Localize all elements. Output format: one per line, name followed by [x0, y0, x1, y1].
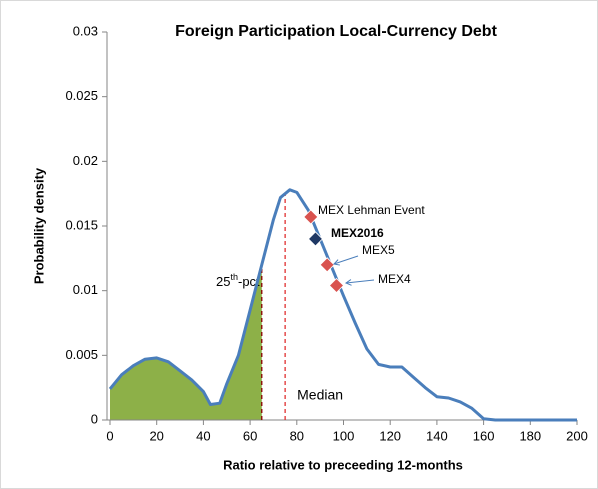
data-point	[307, 231, 324, 247]
annotation-arrow	[333, 255, 359, 265]
shaded-area	[110, 264, 262, 420]
density-line	[108, 188, 577, 422]
point-label: MEX4	[378, 272, 411, 286]
y-tick-label: 0.005	[65, 347, 98, 362]
annotation-arrow	[345, 279, 375, 284]
percentile-label: 25th-pct	[216, 272, 260, 289]
median-label: Median	[297, 387, 343, 403]
percentile-label-part: 25	[216, 274, 230, 289]
percentile-label-part: th	[230, 272, 238, 282]
percentile-label-part: -pct	[238, 274, 260, 289]
annotation-arrowhead	[344, 279, 352, 286]
y-tick-label: 0.015	[65, 217, 98, 232]
x-tick-label: 80	[290, 428, 304, 443]
point-label: MEX5	[362, 243, 395, 257]
x-tick-label: 120	[379, 428, 401, 443]
x-tick-label: 60	[243, 428, 257, 443]
y-tick-label: 0.01	[73, 282, 98, 297]
y-tick-label: 0.025	[65, 88, 98, 103]
point-label: MEX Lehman Event	[318, 203, 425, 217]
x-tick-label: 200	[566, 428, 588, 443]
annotation-arrowhead	[333, 259, 340, 266]
y-tick-label: 0	[91, 411, 98, 426]
x-axis-label: Ratio relative to preceeding 12-months	[223, 457, 463, 472]
data-point	[328, 277, 345, 294]
point-label: MEX2016	[331, 226, 384, 240]
y-axis-label: Probability density	[31, 167, 46, 284]
x-tick-label: 40	[196, 428, 210, 443]
x-tick-label: 180	[519, 428, 541, 443]
y-tick-label: 0.03	[73, 23, 98, 38]
y-tick-label: 0.02	[73, 153, 98, 168]
x-tick-label: 20	[149, 428, 163, 443]
chart-title: Foreign Participation Local-Currency Deb…	[175, 23, 498, 40]
x-tick-label: 160	[473, 428, 495, 443]
x-tick-label: 140	[426, 428, 448, 443]
data-point	[303, 209, 319, 225]
x-tick-label: 0	[106, 428, 113, 443]
data-point	[319, 257, 335, 273]
x-tick-label: 100	[333, 428, 355, 443]
